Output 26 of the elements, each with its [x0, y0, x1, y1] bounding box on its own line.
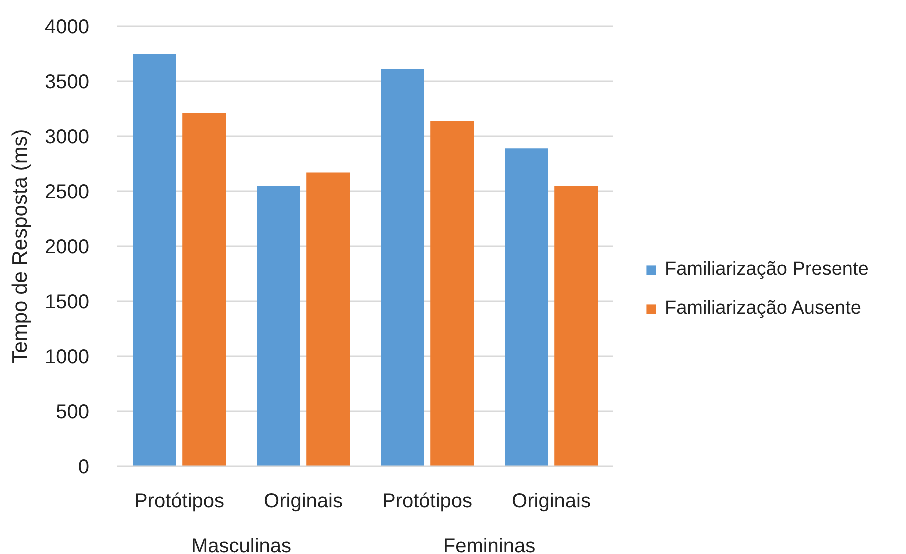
bar	[430, 121, 474, 466]
bar	[505, 148, 548, 466]
y-tick-label: 1000	[45, 346, 90, 368]
y-tick-label: 0	[78, 456, 90, 478]
legend-label: Familiarização Ausente	[665, 298, 862, 320]
y-tick-label: 500	[56, 402, 90, 424]
x-tick-label: Protótipos	[382, 490, 473, 512]
y-tick-label: 4000	[45, 16, 90, 38]
bar	[257, 186, 300, 466]
bar	[381, 69, 424, 466]
bar	[133, 54, 176, 466]
y-axis-title: Tempo de Resposta (ms)	[9, 129, 32, 364]
x-tick-label: Protótipos	[134, 490, 225, 512]
y-tick-label: 3000	[45, 126, 90, 148]
bar	[182, 113, 226, 466]
y-tick-label: 3500	[45, 72, 90, 94]
text: Masculinas	[191, 536, 292, 554]
y-tick-label: 1500	[45, 292, 90, 314]
text: Femininas	[443, 536, 536, 554]
legend-label: Familiarização Presente	[665, 259, 869, 281]
x-tick-label: Originais	[512, 490, 591, 512]
y-tick-label: 2500	[45, 182, 90, 204]
y-tick-label: 2000	[45, 236, 90, 258]
bar	[554, 186, 598, 466]
bar	[306, 172, 350, 466]
x-tick-label: Originais	[264, 490, 343, 512]
